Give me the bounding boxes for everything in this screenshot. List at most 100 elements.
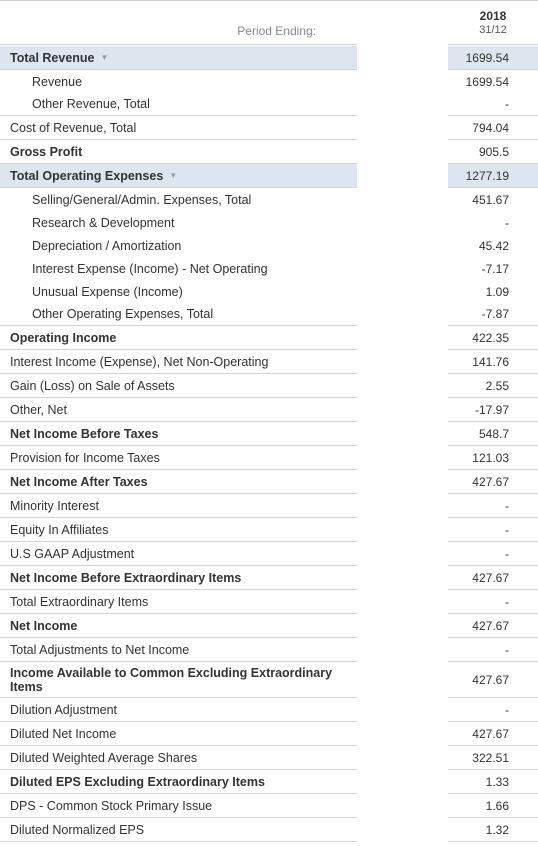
row-value: 427.67 — [472, 474, 509, 489]
row-value: 427.67 — [472, 618, 509, 633]
table-row: Diluted Normalized EPS 1.32 — [0, 818, 538, 842]
row-value: 1699.54 — [465, 50, 509, 65]
row-label-cell: U.S GAAP Adjustment — [0, 542, 357, 566]
row-label-cell: Other Operating Expenses, Total — [0, 303, 357, 326]
row-label-cell: Total Operating Expenses ▼ — [0, 164, 357, 188]
table-row: U.S GAAP Adjustment - — [0, 542, 538, 566]
row-label-cell: Net Income — [0, 614, 357, 638]
row-value: 427.67 — [472, 726, 509, 741]
row-label: Selling/General/Admin. Expenses, Total — [32, 192, 252, 207]
row-value: 1.09 — [485, 284, 509, 299]
row-label: Total Revenue — [10, 50, 95, 65]
table-row: Diluted Weighted Average Shares 322.51 — [0, 746, 538, 770]
row-value: 2.55 — [485, 378, 509, 393]
table-row: Net Income 427.67 — [0, 614, 538, 638]
expandable-row[interactable]: Total Revenue ▼ 1699.54 — [0, 46, 538, 70]
row-label-cell: Gain (Loss) on Sale of Assets — [0, 374, 357, 398]
row-value-cell: 1.33 — [448, 770, 538, 794]
row-value: 1.66 — [485, 798, 509, 813]
row-label: U.S GAAP Adjustment — [10, 546, 135, 561]
row-label-cell: Dilution Adjustment — [0, 698, 357, 722]
row-label: Diluted EPS Excluding Extraordinary Item… — [10, 774, 265, 789]
row-label-cell: Research & Development — [0, 211, 357, 234]
row-label: Net Income — [10, 618, 78, 633]
table-row: Total Extraordinary Items - — [0, 590, 538, 614]
expandable-row[interactable]: Total Operating Expenses ▼ 1277.19 — [0, 164, 538, 188]
row-value: - — [505, 642, 509, 657]
row-value-cell: 427.67 — [448, 470, 538, 494]
row-label: Dilution Adjustment — [10, 702, 118, 717]
chevron-down-icon[interactable]: ▼ — [100, 52, 109, 62]
row-value: -7.87 — [481, 307, 509, 321]
row-value-cell: 794.04 — [448, 116, 538, 140]
row-label: Equity In Affiliates — [10, 522, 109, 537]
table-row: Diluted EPS Excluding Extraordinary Item… — [0, 770, 538, 794]
table-row: Dilution Adjustment - — [0, 698, 538, 722]
row-value: 1.33 — [485, 774, 509, 789]
table-row: Selling/General/Admin. Expenses, Total 45… — [0, 188, 538, 211]
row-value: - — [505, 97, 509, 111]
row-label: Gross Profit — [10, 144, 83, 159]
chevron-down-icon[interactable]: ▼ — [169, 170, 178, 180]
row-label-cell: Diluted EPS Excluding Extraordinary Item… — [0, 770, 357, 794]
row-label: Total Adjustments to Net Income — [10, 642, 190, 657]
row-label-cell: Cost of Revenue, Total — [0, 116, 357, 140]
row-value: 427.67 — [472, 570, 509, 585]
table-row: Depreciation / Amortization 45.42 — [0, 234, 538, 257]
row-value: 1277.19 — [465, 168, 509, 183]
period-ending-label: Period Ending: — [237, 24, 316, 38]
table-row: Income Available to Common Excluding Ext… — [0, 662, 538, 698]
row-label: Other Operating Expenses, Total — [32, 307, 214, 321]
row-value-cell: 1.66 — [448, 794, 538, 818]
row-label: Depreciation / Amortization — [32, 238, 182, 253]
row-value: 451.67 — [472, 192, 509, 207]
row-value: 422.35 — [472, 330, 509, 345]
row-value-cell: -7.17 — [448, 257, 538, 280]
row-label-cell: Minority Interest — [0, 494, 357, 518]
row-label: Operating Income — [10, 330, 117, 345]
row-value: 45.42 — [478, 238, 509, 253]
row-label-cell: Total Revenue ▼ — [0, 46, 357, 70]
row-value: - — [505, 594, 509, 609]
row-value-cell: 905.5 — [448, 140, 538, 164]
row-label: Income Available to Common Excluding Ext… — [10, 665, 333, 694]
table-row: Other Operating Expenses, Total -7.87 — [0, 303, 538, 326]
row-label: Cost of Revenue, Total — [10, 120, 137, 135]
row-value-cell: - — [448, 494, 538, 518]
row-label: Other Revenue, Total — [32, 97, 150, 111]
row-label: Total Operating Expenses — [10, 168, 164, 183]
row-value-cell: -17.97 — [448, 398, 538, 422]
row-label: Research & Development — [32, 215, 175, 230]
row-value: - — [505, 498, 509, 513]
row-label-cell: Total Extraordinary Items — [0, 590, 357, 614]
row-label-cell: Net Income Before Extraordinary Items — [0, 566, 357, 590]
table-row: Interest Expense (Income) - Net Operatin… — [0, 257, 538, 280]
row-value-cell: 427.67 — [448, 566, 538, 590]
table-row: Minority Interest - — [0, 494, 538, 518]
row-value-cell: 141.76 — [448, 350, 538, 374]
table-row: Cost of Revenue, Total 794.04 — [0, 116, 538, 140]
row-label-cell: Provision for Income Taxes — [0, 446, 357, 470]
table-row: Other, Net -17.97 — [0, 398, 538, 422]
row-value-cell: 548.7 — [448, 422, 538, 446]
income-statement-table: Total Revenue ▼ 1699.54 Revenue 1699.54 Other… — [0, 46, 538, 842]
period-date: 31/12 — [479, 24, 507, 36]
row-value: 427.67 — [472, 672, 509, 687]
row-value: - — [505, 702, 509, 717]
row-label-cell: Net Income After Taxes — [0, 470, 357, 494]
row-label: Interest Expense (Income) - Net Operatin… — [32, 261, 268, 276]
table-row: Diluted Net Income 427.67 — [0, 722, 538, 746]
table-row: Unusual Expense (Income) 1.09 — [0, 280, 538, 303]
header-divider — [448, 44, 538, 45]
table-row: Net Income After Taxes 427.67 — [0, 470, 538, 494]
table-header: Period Ending: 2018 31/12 — [0, 0, 538, 45]
row-label: Diluted Net Income — [10, 726, 117, 741]
row-label: Net Income After Taxes — [10, 474, 148, 489]
row-value-cell: 121.03 — [448, 446, 538, 470]
row-value-cell: - — [448, 93, 538, 116]
row-value-cell: 1.09 — [448, 280, 538, 303]
row-label: Diluted Normalized EPS — [10, 822, 145, 837]
row-label: Unusual Expense (Income) — [32, 284, 183, 299]
row-value-cell: 45.42 — [448, 234, 538, 257]
row-label: Diluted Weighted Average Shares — [10, 750, 198, 765]
